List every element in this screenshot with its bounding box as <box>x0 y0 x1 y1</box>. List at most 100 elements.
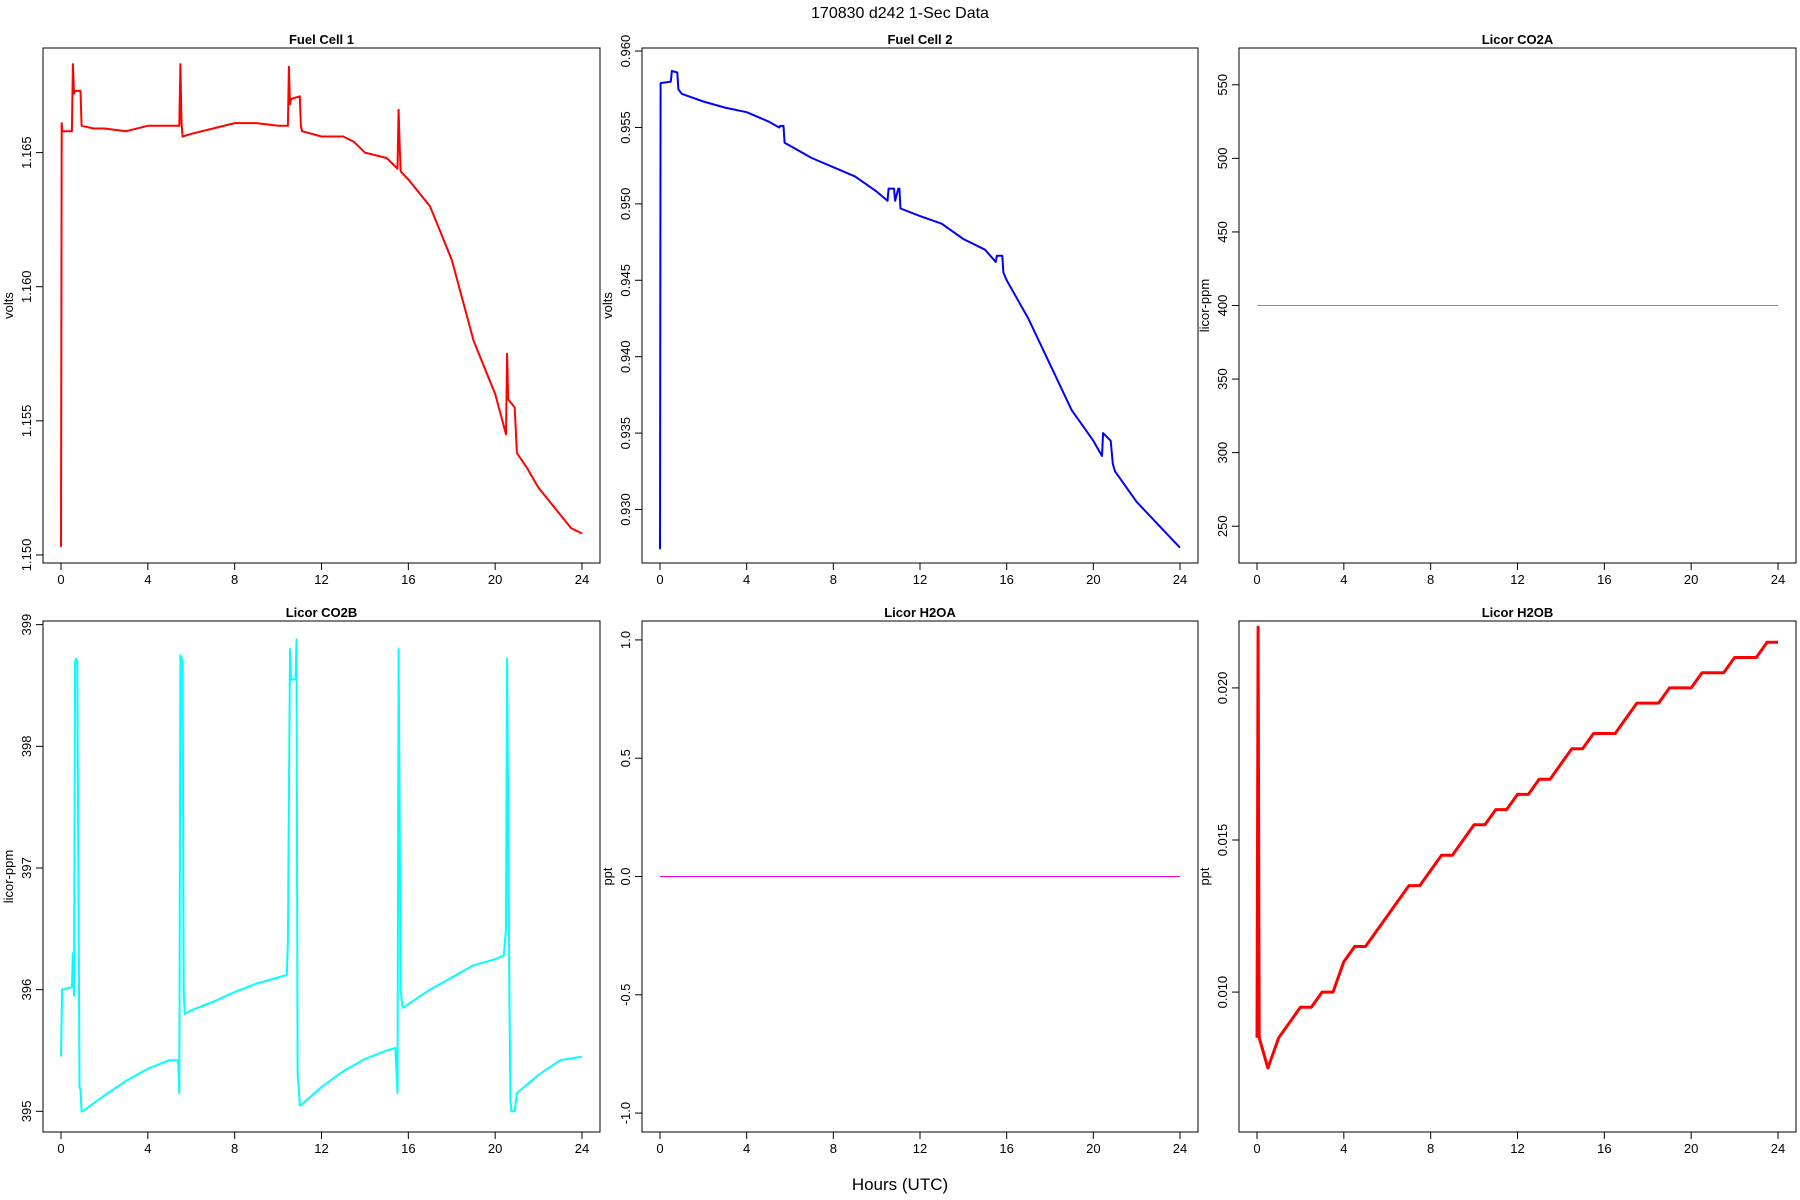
panel-5: Licor H2OA 0 4 8 12 16 20 24 -1.0 -0.5 0.0 0.5 1.0 pp… <box>600 605 1199 1156</box>
x-tick-label: 4 <box>1340 1141 1347 1156</box>
x-tick-label: 0 <box>1253 572 1260 587</box>
x-tick-label: 16 <box>999 572 1013 587</box>
y-axis-label: volts <box>1 292 16 319</box>
x-tick-label: 8 <box>1427 572 1434 587</box>
x-tick-label: 20 <box>1086 1141 1100 1156</box>
y-tick-label: 1.165 <box>19 136 34 169</box>
x-tick-label: 16 <box>999 1141 1013 1156</box>
panel-1: Fuel Cell 1 0 4 8 12 16 20 24 1.150 1.155 1.160 1.1… <box>1 32 601 587</box>
y-tick-label: 0.0 <box>618 867 633 885</box>
x-tick-label: 0 <box>1253 1141 1260 1156</box>
y-tick-label: 397 <box>19 857 34 879</box>
x-tick-label: 4 <box>743 1141 750 1156</box>
y-tick-label: 0.015 <box>1215 824 1230 857</box>
panel-4: Licor CO2B 0 4 8 12 16 20 24 395 396 397 398 399 lico… <box>1 605 601 1156</box>
x-tick-label: 24 <box>1771 572 1785 587</box>
x-tick-label: 20 <box>1684 1141 1698 1156</box>
y-tick-label: 1.155 <box>19 405 34 438</box>
y-axis-label: ppt <box>600 867 615 885</box>
y-axis-label: licor-ppm <box>1197 279 1212 332</box>
y-tick-label: 398 <box>19 735 34 757</box>
x-tick-label: 12 <box>314 1141 328 1156</box>
series-line-1 <box>659 69 1181 550</box>
x-tick-label: 12 <box>1510 1141 1524 1156</box>
x-tick-label: 24 <box>1173 572 1187 587</box>
panel-title: Licor CO2A <box>1482 32 1554 47</box>
x-tick-label: 8 <box>231 572 238 587</box>
y-tick-label: 0.950 <box>618 188 633 221</box>
x-tick-label: 4 <box>743 572 750 587</box>
y-tick-label: 400 <box>1215 295 1230 317</box>
plot-frame <box>641 47 1199 564</box>
y-tick-label: -1.0 <box>618 1102 633 1124</box>
x-tick-label: 20 <box>1086 572 1100 587</box>
figure-title: 170830 d242 1-Sec Data <box>811 5 989 22</box>
y-tick-label: 0.935 <box>618 417 633 450</box>
y-tick-label: 250 <box>1215 515 1230 537</box>
x-tick-label: 0 <box>57 572 64 587</box>
y-tick-label: 300 <box>1215 442 1230 464</box>
y-tick-label: 1.0 <box>618 631 633 649</box>
series-line-1 <box>60 63 583 547</box>
y-tick-label: 0.940 <box>618 340 633 373</box>
y-tick-label: 396 <box>19 979 34 1001</box>
panel-6: Licor H2OB 0 4 8 12 16 20 24 0.010 0.015 0.020 ppt <box>1197 605 1797 1156</box>
panel-3: Licor CO2A 0 4 8 12 16 20 24 250 300 350 400 450 500 5… <box>1197 32 1797 587</box>
y-tick-label: 450 <box>1215 221 1230 243</box>
y-tick-label: 550 <box>1215 74 1230 96</box>
plot-frame <box>1238 620 1797 1133</box>
x-tick-label: 12 <box>314 572 328 587</box>
x-tick-label: 20 <box>1684 572 1698 587</box>
x-tick-label: 8 <box>231 1141 238 1156</box>
x-tick-label: 4 <box>1340 572 1347 587</box>
x-tick-label: 8 <box>830 1141 837 1156</box>
y-tick-label: 0.960 <box>618 35 633 68</box>
y-tick-label: 0.955 <box>618 111 633 144</box>
panel-title: Licor H2OA <box>884 605 956 620</box>
y-tick-label: 0.010 <box>1215 976 1230 1009</box>
y-tick-label: 0.5 <box>618 749 633 767</box>
y-tick-label: 350 <box>1215 368 1230 390</box>
x-tick-label: 20 <box>488 572 502 587</box>
y-tick-label: 500 <box>1215 148 1230 170</box>
series-line-1 <box>1255 625 1778 1070</box>
panel-title: Fuel Cell 1 <box>289 32 354 47</box>
y-tick-label: 1.160 <box>19 270 34 303</box>
y-tick-label: -0.5 <box>618 984 633 1006</box>
x-tick-label: 24 <box>575 1141 589 1156</box>
x-tick-label: 0 <box>656 1141 663 1156</box>
y-axis-label: licor-ppm <box>1 850 16 903</box>
y-axis-label: volts <box>600 292 615 319</box>
y-tick-label: 1.150 <box>19 539 34 572</box>
x-tick-label: 12 <box>913 572 927 587</box>
y-tick-label: 0.020 <box>1215 672 1230 705</box>
x-tick-label: 20 <box>488 1141 502 1156</box>
panel-2: Fuel Cell 2 0 4 8 12 16 20 24 0.930 0.935 0.940 0.9… <box>600 32 1199 587</box>
x-tick-label: 16 <box>401 572 415 587</box>
panel-title: Fuel Cell 2 <box>887 32 952 47</box>
x-tick-label: 16 <box>1597 1141 1611 1156</box>
panel-title: Licor H2OB <box>1482 605 1554 620</box>
y-axis-label: ppt <box>1197 867 1212 885</box>
y-tick-label: 395 <box>19 1100 34 1122</box>
x-tick-label: 0 <box>57 1141 64 1156</box>
x-tick-label: 24 <box>1173 1141 1187 1156</box>
x-tick-label: 12 <box>913 1141 927 1156</box>
series-line-1 <box>60 638 583 1113</box>
x-tick-label: 16 <box>1597 572 1611 587</box>
y-tick-label: 399 <box>19 614 34 636</box>
plot-frame <box>42 620 601 1133</box>
x-tick-label: 8 <box>1427 1141 1434 1156</box>
x-tick-label: 24 <box>575 572 589 587</box>
x-tick-label: 8 <box>830 572 837 587</box>
x-tick-label: 0 <box>656 572 663 587</box>
plot-frame <box>42 47 601 564</box>
x-tick-label: 24 <box>1771 1141 1785 1156</box>
x-tick-label: 12 <box>1510 572 1524 587</box>
y-tick-label: 0.930 <box>618 493 633 526</box>
panel-title: Licor CO2B <box>286 605 358 620</box>
y-tick-label: 0.945 <box>618 264 633 297</box>
shared-x-axis-title: Hours (UTC) <box>852 1175 948 1194</box>
x-tick-label: 4 <box>144 572 151 587</box>
